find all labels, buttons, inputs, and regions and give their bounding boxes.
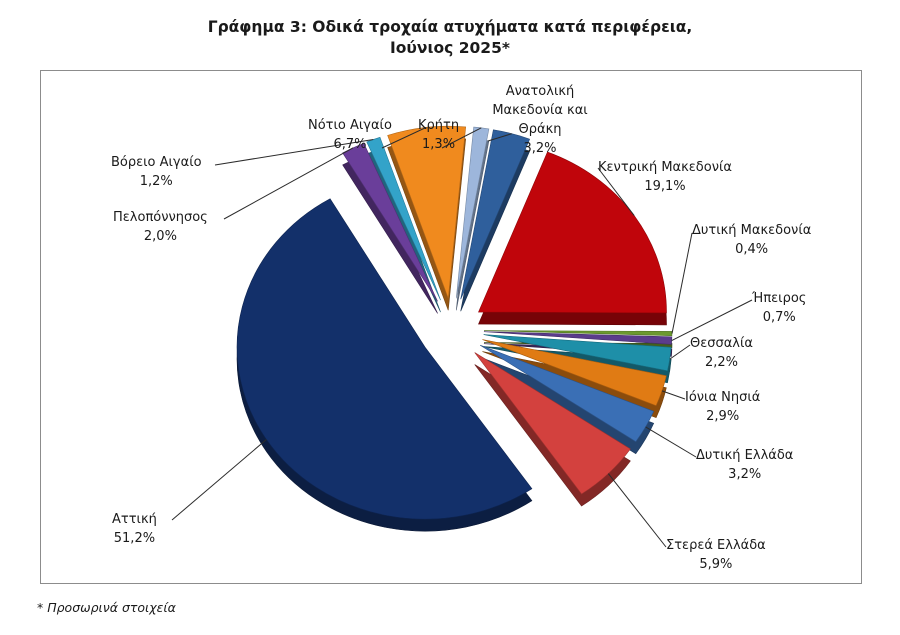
leader-line-8: [171, 439, 267, 521]
slice-label-name: Πελοπόννησος: [113, 210, 208, 225]
pie-slice-10: [366, 136, 441, 301]
slice-label-sterea-ellada: Στερεά Ελλάδα 5,9%: [666, 536, 766, 574]
slice-label-value: 2,0%: [143, 229, 177, 244]
slice-label-value: 6,7%: [333, 137, 367, 152]
slice-label-peloponnisos: Πελοπόννησος 2,0%: [113, 208, 208, 246]
slice-top-layer: [236, 125, 673, 520]
slice-label-name: Νότιο Αιγαίο: [308, 118, 392, 133]
pie-slice-1: [478, 151, 667, 314]
footnote: * Προσωρινά στοιχεία: [37, 600, 176, 615]
chart-title: Γράφημα 3: Οδικά τροχαία ατυχήματα κατά …: [0, 17, 900, 59]
pie-slice-8: [236, 198, 533, 520]
chart-title-line-1: Γράφημα 3: Οδικά τροχαία ατυχήματα κατά …: [207, 18, 693, 36]
chart-title-line-2: Ιούνιος 2025*: [390, 39, 510, 57]
slice-label-name: Ιόνια Νησιά: [685, 390, 761, 405]
slice-label-ionia-nisia: Ιόνια Νησιά 2,9%: [685, 388, 760, 426]
pie-slice-3: [483, 331, 673, 345]
slice-label-name: Κρήτη: [418, 118, 460, 133]
leader-line-5: [661, 390, 686, 400]
slice-label-name: Στερεά Ελλάδα: [666, 538, 766, 553]
slice-label-value: 51,2%: [113, 531, 156, 546]
slice-label-value: 0,7%: [762, 310, 796, 325]
leader-line-9: [223, 147, 354, 220]
slice-label-voreio-aigaio: Βόρειο Αιγαίο 1,2%: [111, 153, 202, 191]
slice-label-thessalia: Θεσσαλία 2,2%: [690, 334, 753, 372]
slice-label-notio-aigaio: Νότιο Αιγαίο 6,7%: [308, 116, 392, 154]
slice-label-name: Κεντρική Μακεδονία: [598, 160, 732, 175]
leader-line-12: [441, 127, 482, 149]
leader-line-11: [381, 126, 427, 149]
slice-label-dytiki-ellada: Δυτική Ελλάδα 3,2%: [696, 446, 793, 484]
pie-slice-4: [483, 334, 672, 372]
slice-label-dytiki-makedonia: Δυτική Μακεδονία 0,4%: [692, 221, 811, 259]
slice-label-kriti: Κρήτη 1,3%: [418, 116, 459, 154]
chart-area: [40, 70, 862, 584]
slice-label-kentriki-makedonia: Κεντρική Μακεδονία 19,1%: [598, 158, 732, 196]
slice-label-value: 3,2%: [523, 141, 557, 156]
leader-line-7: [607, 473, 667, 548]
slice-label-name: Δυτική Ελλάδα: [696, 448, 794, 463]
slice-label-value: 19,1%: [644, 179, 686, 194]
slice-label-name: Αττική: [112, 512, 157, 527]
leader-lines: [171, 126, 753, 548]
slice-label-value: 2,9%: [706, 409, 740, 424]
slice-label-name: Θεσσαλία: [690, 336, 753, 351]
slice-label-name: Δυτική Μακεδονία: [692, 223, 812, 238]
leader-line-10: [214, 139, 374, 166]
slice-label-name: Ανατολική Μακεδονία και Θράκη: [492, 84, 588, 137]
leader-line-3: [671, 299, 753, 342]
pie-slice-6: [480, 344, 655, 443]
pie-slice-6-side: [480, 356, 655, 455]
slice-label-ipeiros: Ήπειρος 0,7%: [752, 289, 806, 327]
leader-line-2: [671, 232, 693, 334]
slice-label-value: 5,9%: [699, 557, 733, 572]
leader-line-4: [669, 344, 691, 360]
pie-slice-7: [474, 352, 631, 495]
leader-line-6: [645, 426, 697, 458]
pie-slice-5: [482, 339, 667, 407]
slice-label-value: 2,2%: [704, 355, 738, 370]
pie-slice-12: [455, 126, 490, 299]
slice-label-value: 0,4%: [735, 242, 769, 257]
leader-line-0: [487, 133, 512, 142]
leader-line-1: [597, 167, 635, 216]
slice-label-attiki: Αττική 51,2%: [112, 510, 157, 548]
slice-label-value: 1,3%: [422, 137, 456, 152]
slice-label-name: Ήπειρος: [752, 291, 807, 306]
slice-label-name: Βόρειο Αιγαίο: [111, 155, 202, 170]
slice-label-value: 1,2%: [139, 174, 173, 189]
slice-label-anatoliki-makedonia-thraki: Ανατολική Μακεδονία και Θράκη 3,2%: [480, 82, 600, 158]
slice-label-value: 3,2%: [728, 467, 762, 482]
